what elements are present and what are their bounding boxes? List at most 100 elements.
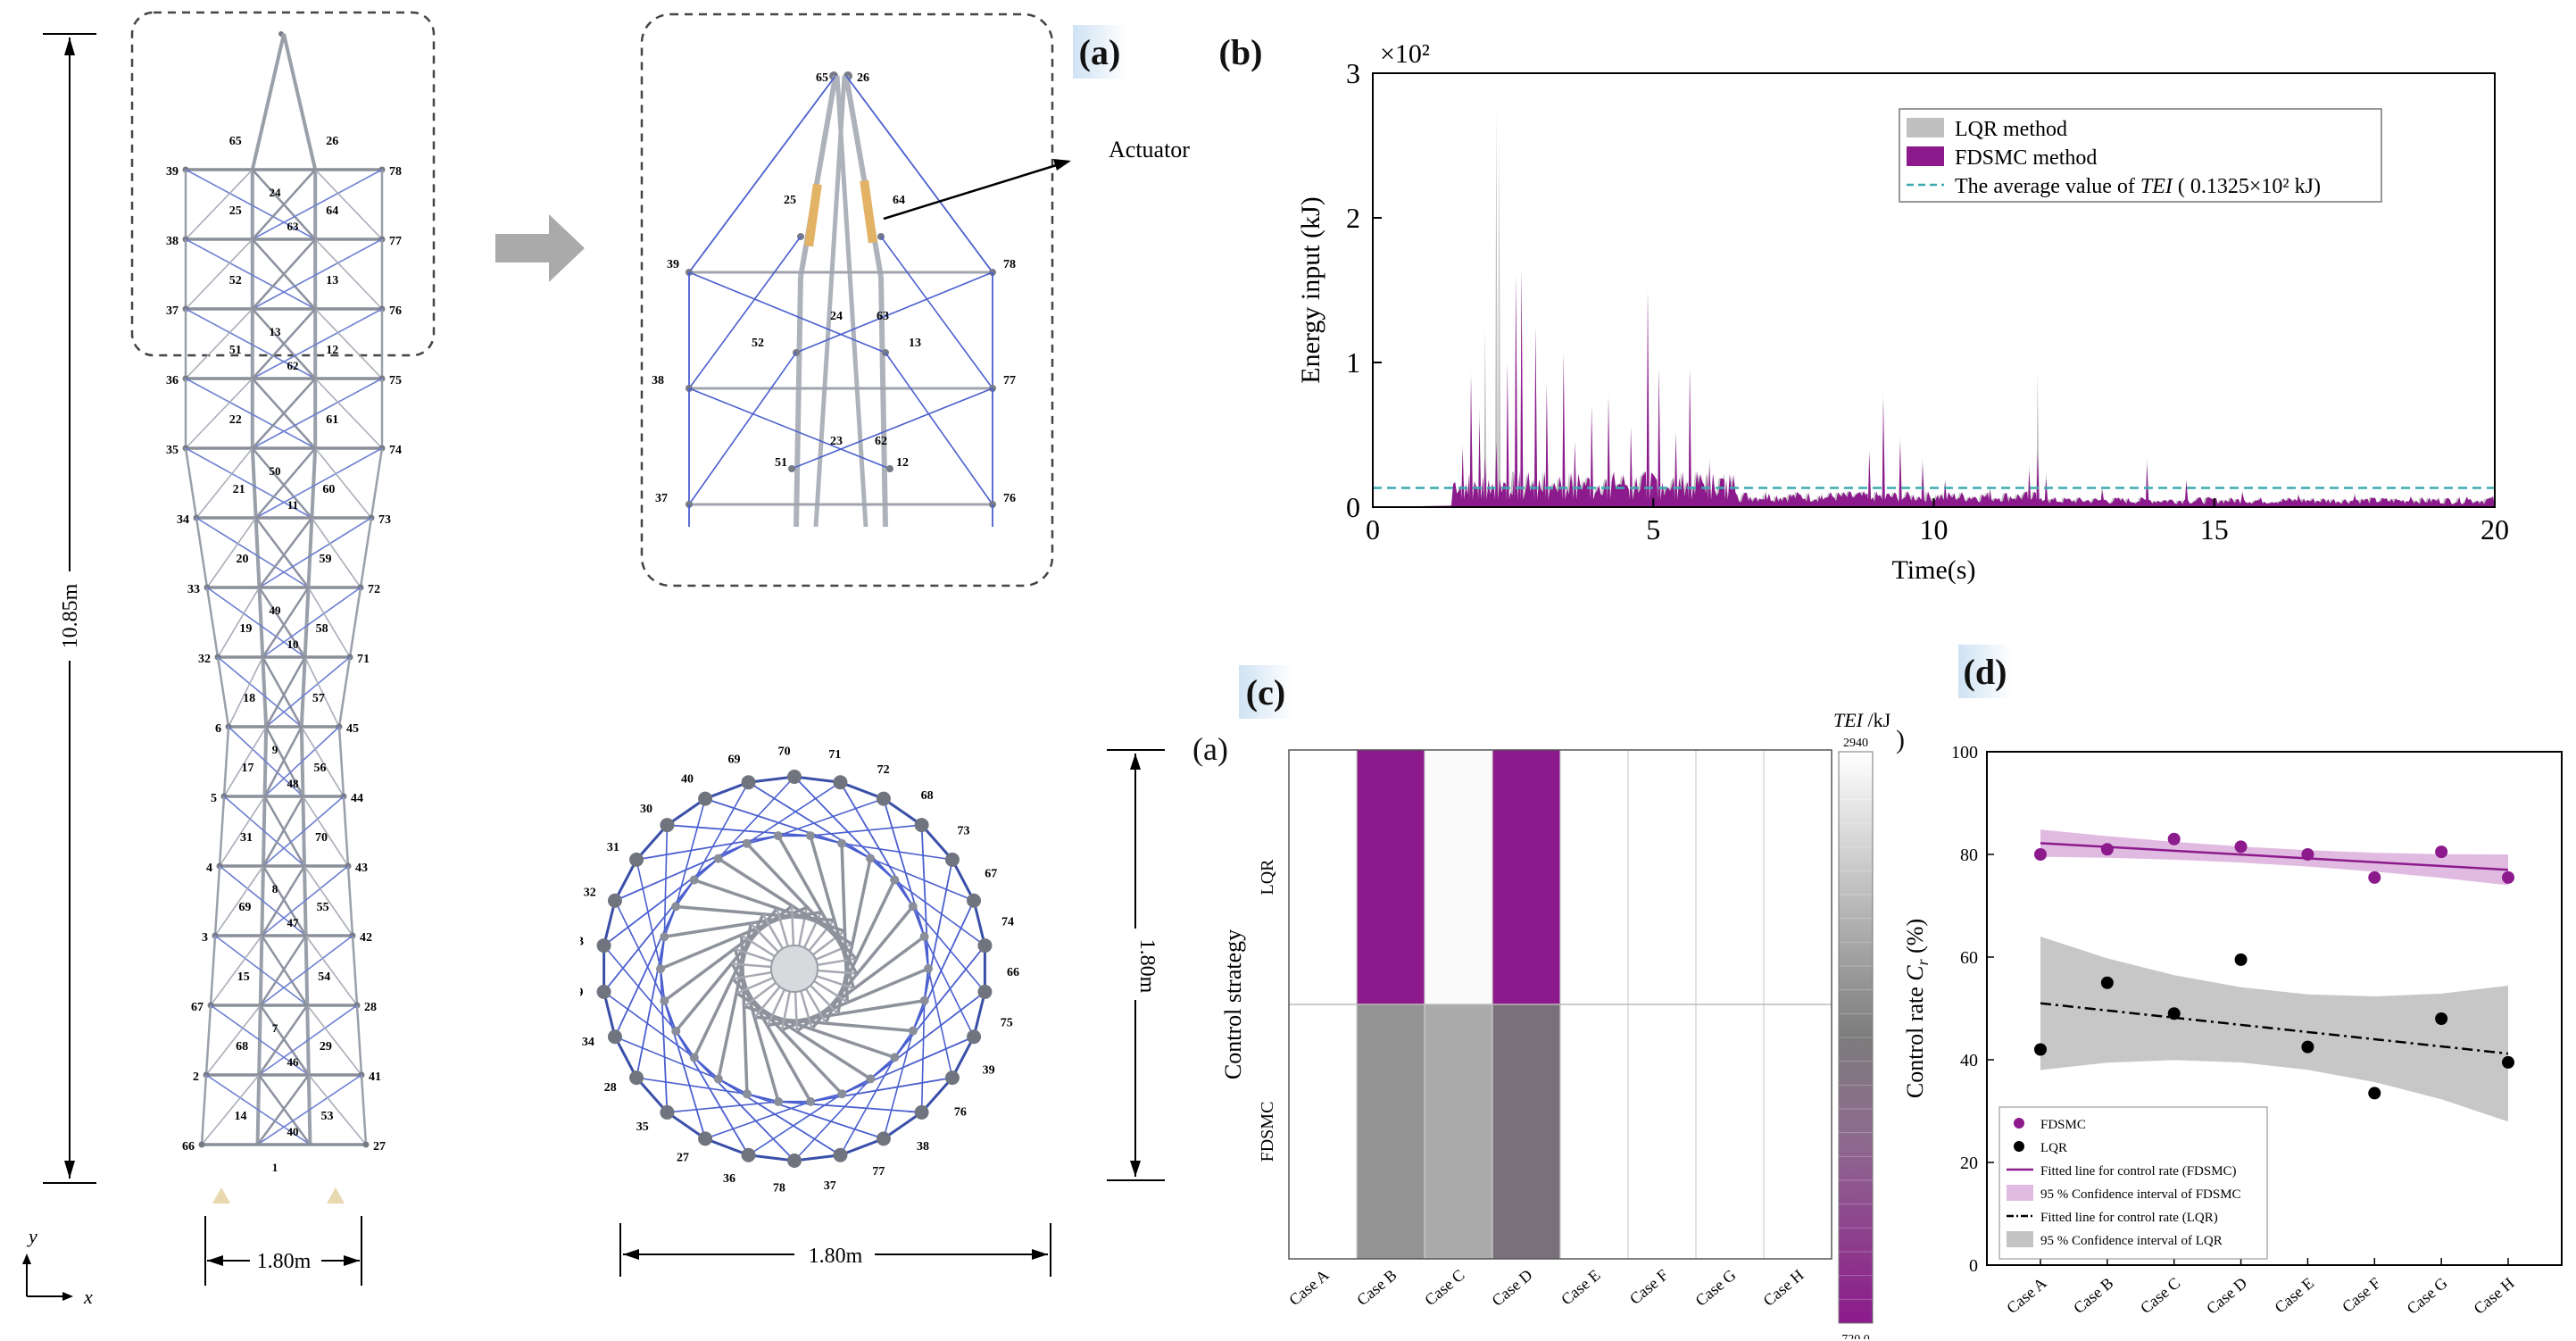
plan-node-label: 71 [828, 748, 841, 762]
plan-member [869, 857, 975, 902]
legend-marker [2007, 1231, 2033, 1247]
x-brace-member [259, 1004, 310, 1076]
point-lqr [2034, 1043, 2047, 1056]
elevation-center-label: 10 [287, 637, 299, 651]
x-tick-label: Case B [2070, 1274, 2116, 1317]
transition-arrow-shape [495, 214, 585, 282]
elevation-inner-right-label: 59 [320, 553, 332, 566]
plan-node [656, 964, 666, 974]
elevation-inner-left-label: 25 [229, 204, 242, 218]
elevation-right-label: 77 [389, 235, 402, 248]
legend-label: FDSMC [2040, 1118, 2086, 1132]
inner-chord-member [306, 517, 314, 588]
plan-height-label: 1.80m [1135, 939, 1159, 994]
x-brace-member [263, 726, 303, 797]
inner-chord-member [310, 447, 318, 519]
plan-member [602, 879, 695, 993]
elevation-inner-left-label: 69 [238, 901, 251, 914]
heatmap-row-label: LQR [1258, 859, 1277, 895]
plan-member [777, 1101, 922, 1113]
plan-node [671, 902, 681, 912]
elevation-inner-right-label: 26 [326, 135, 338, 148]
elevation-left-label: 36 [166, 374, 179, 387]
plan-node [713, 854, 723, 863]
panel-a-badge: (a) [1073, 25, 1126, 79]
detail-member [845, 75, 993, 273]
plan-node-label: 66 [1007, 966, 1019, 979]
diagonal-member [195, 517, 309, 588]
detail-mast-member [835, 75, 868, 528]
elevation-right-label: 28 [364, 1001, 377, 1014]
plan-node [806, 1096, 816, 1106]
heatmap-x-label: Case G [1691, 1266, 1739, 1310]
chord-member [200, 1074, 208, 1145]
plan-node-label: 30 [640, 803, 652, 816]
plan-member [841, 1036, 975, 1095]
diagonal-member [210, 1004, 310, 1076]
diagonal-member [217, 656, 303, 728]
detail-mast-member [798, 75, 838, 278]
diagonal-member [228, 726, 303, 797]
plan-member [794, 1078, 871, 1162]
inner-chord-member [299, 656, 307, 728]
legend-average-suffix: ( 0.1325×10² kJ) [2173, 175, 2321, 198]
chart-c-heatmap: Case A Case B Case C Case D Case E Case F Case… [1220, 709, 1891, 1339]
plan-node [742, 838, 752, 848]
chord-member [195, 517, 209, 588]
point-fdsmc [2368, 870, 2381, 884]
heatmap-cell [1628, 750, 1696, 1004]
plan-node [742, 1089, 752, 1099]
elevation-right-label: 72 [368, 583, 380, 596]
chord-member [342, 795, 350, 867]
plan-node [890, 1053, 900, 1062]
heatmap-y-axis-label: Control strategy [1220, 929, 1246, 1079]
plan-member [923, 936, 975, 1037]
detail-node-label: 25 [784, 194, 796, 207]
diagonal-member [255, 447, 383, 519]
x-tick-label: 0 [1366, 513, 1380, 546]
point-fdsmc [2502, 870, 2514, 884]
elevation-inner-right-label: 54 [318, 970, 330, 984]
plan-member [614, 842, 748, 902]
elevation-right-label: 45 [346, 722, 359, 736]
detail-member [688, 352, 797, 505]
plan-node-label: 74 [1001, 915, 1014, 929]
x-tick-label: Case H [2470, 1274, 2517, 1318]
heatmap-x-label: Case E [1558, 1266, 1604, 1309]
x-tick-label: 20 [2480, 513, 2509, 546]
elevation-left-label: 4 [206, 862, 212, 875]
plan-node [919, 931, 929, 941]
plan-node [671, 1026, 681, 1036]
detail-node-label: 78 [1003, 258, 1016, 271]
plan-node [908, 1026, 918, 1036]
detail-member [791, 387, 993, 470]
plan-member [810, 1077, 953, 1103]
y-axis-label: Control rate Cr (%) [1902, 919, 1932, 1098]
plan-node [596, 938, 611, 954]
colorbar-title-unit: /kJ [1863, 709, 1891, 731]
plan-node-label: 39 [983, 1063, 995, 1077]
detail-node-label: 63 [877, 310, 889, 323]
diagonal-member [257, 1074, 362, 1145]
elevation-inner-right-label: 57 [312, 692, 325, 705]
plan-member [718, 776, 795, 860]
diagonal-member [265, 656, 351, 728]
x-tick-label: Case D [2203, 1274, 2250, 1318]
elevation-center-label: 9 [272, 743, 278, 756]
plan-node [833, 1147, 848, 1162]
elevation-right-label: 78 [389, 165, 402, 179]
plan-node [787, 770, 802, 784]
x-brace-member [251, 238, 317, 310]
elevation-left-label: 3 [202, 931, 208, 945]
plan-member [923, 859, 953, 1001]
elevation-left-label: 2 [193, 1070, 199, 1084]
plan-node-label: 72 [877, 763, 890, 777]
diagonal-member [223, 795, 305, 867]
chord-member [222, 726, 230, 797]
elevation-inner-right-label: 64 [326, 204, 338, 218]
heatmap-x-label: Case D [1488, 1266, 1535, 1310]
plan-node [805, 831, 815, 841]
plan-member [614, 1036, 719, 1080]
heatmap-x-label: Case B [1353, 1266, 1400, 1309]
